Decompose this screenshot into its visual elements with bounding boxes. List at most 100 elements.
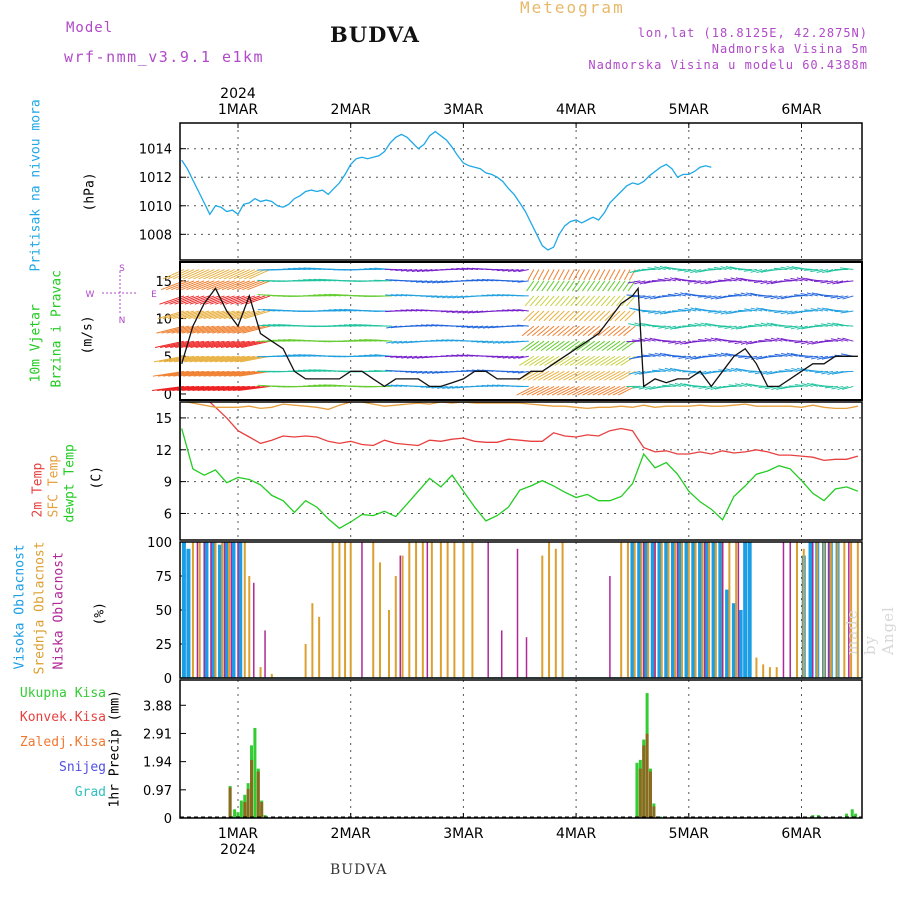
wind-arrow bbox=[188, 370, 220, 377]
wind-arrow bbox=[395, 294, 408, 297]
precip-conv-bar bbox=[243, 802, 247, 818]
wind-arrow bbox=[576, 340, 590, 352]
cloud-mid-bar bbox=[755, 657, 758, 678]
wind-arrow bbox=[245, 295, 271, 305]
y-tick-label: 0 bbox=[164, 388, 172, 403]
wind-arrow bbox=[531, 385, 550, 396]
wind-arrow bbox=[581, 280, 591, 292]
wind-arrow bbox=[692, 385, 707, 388]
cloud-mid-bar bbox=[640, 542, 643, 678]
cloud-mid-bar bbox=[856, 542, 859, 678]
wind-arrow bbox=[587, 280, 596, 292]
wind-arrow bbox=[564, 355, 580, 366]
wind-arrow bbox=[516, 340, 529, 343]
wind-arrow bbox=[535, 340, 550, 352]
wind-arrow bbox=[634, 370, 646, 375]
wind-arrow bbox=[753, 385, 768, 387]
wind-arrow bbox=[190, 340, 220, 348]
temp-lines bbox=[181, 402, 859, 530]
wind-arrow bbox=[658, 368, 671, 372]
wind-arrow bbox=[210, 340, 240, 348]
time-tick-label-bottom: 6MAR bbox=[781, 826, 822, 842]
wind-arrow bbox=[237, 280, 261, 291]
wind-arrow bbox=[600, 355, 616, 366]
wind-arrow bbox=[233, 370, 266, 377]
cloud-mid-bar bbox=[338, 542, 341, 678]
wind-arrow bbox=[171, 325, 200, 334]
wind-arrow bbox=[390, 294, 403, 297]
wind-arrow bbox=[614, 370, 631, 381]
wind-arrow bbox=[160, 340, 190, 348]
wind-arrow bbox=[184, 355, 215, 363]
wind-arrow bbox=[730, 367, 742, 372]
wind-arrow bbox=[722, 295, 737, 298]
temp-dewpt-line bbox=[181, 428, 859, 530]
cloud-mid-bar bbox=[191, 542, 194, 678]
cloud-high-bar bbox=[224, 542, 229, 678]
wind-arrow bbox=[794, 340, 808, 344]
wind-arrow bbox=[743, 269, 758, 272]
wind-arrow bbox=[744, 308, 758, 312]
cloud-mid-bar bbox=[768, 667, 771, 678]
wind-arrow bbox=[771, 385, 783, 390]
time-tick-label-bottom: 3MAR bbox=[443, 826, 484, 842]
wind-arrow bbox=[486, 384, 499, 387]
wind-arrow bbox=[573, 310, 585, 322]
wind-arrow bbox=[568, 370, 585, 381]
wind-arrow bbox=[648, 353, 661, 357]
wind-arrow bbox=[461, 370, 474, 372]
wind-arrow bbox=[466, 325, 479, 329]
wind-arrow bbox=[519, 355, 535, 366]
wind-arrow bbox=[406, 355, 418, 359]
pressure-label: Pritisak na nivou mora bbox=[28, 99, 44, 272]
cloud-mid-bar bbox=[344, 542, 347, 678]
wind-arrow bbox=[814, 280, 829, 282]
panel-frame bbox=[179, 122, 863, 261]
wind-arrow bbox=[471, 340, 484, 343]
wind-arrow bbox=[213, 269, 235, 280]
wind-arrow bbox=[526, 385, 545, 396]
compass-w: W bbox=[86, 290, 95, 300]
wind-arrow bbox=[615, 355, 631, 366]
wind-arrow bbox=[572, 385, 590, 396]
wind-arrow bbox=[481, 294, 494, 297]
wind-arrow bbox=[206, 325, 235, 334]
wind-arrow bbox=[776, 337, 788, 342]
wind-arrow bbox=[501, 309, 514, 312]
cloud-mid-label: Srednja Oblacnost bbox=[32, 541, 48, 675]
wind-arrow bbox=[212, 325, 240, 334]
wind-arrow bbox=[183, 269, 205, 280]
wind-arrow bbox=[583, 370, 601, 381]
wind-arrow bbox=[698, 339, 712, 342]
wind-arrow bbox=[420, 324, 433, 327]
time-tick-label-top: 3MAR bbox=[443, 102, 484, 118]
wind-arrow bbox=[550, 340, 565, 352]
wind-arrow bbox=[750, 269, 763, 273]
year-label-top: 2024 bbox=[220, 86, 256, 102]
wind-arrow bbox=[534, 355, 550, 366]
wind-arrow bbox=[194, 355, 225, 363]
cloud-mid-bar bbox=[823, 542, 826, 678]
cloud-mid-bar bbox=[836, 542, 839, 678]
wind-arrow bbox=[162, 310, 190, 320]
wind-arrow bbox=[170, 340, 200, 348]
wind-arrow bbox=[201, 325, 230, 334]
wind-arrow bbox=[791, 367, 803, 372]
wind-arrow bbox=[242, 280, 266, 291]
wind-arrow bbox=[613, 269, 621, 281]
wind-arrow bbox=[212, 385, 245, 391]
wind-arrow bbox=[523, 310, 535, 322]
wind-arrow bbox=[177, 269, 200, 280]
wind-arrow bbox=[513, 269, 524, 273]
wind-arrow bbox=[618, 325, 631, 337]
cloud-high-bar bbox=[211, 542, 216, 678]
cloud-mid-bar bbox=[415, 542, 418, 678]
wind-arrow bbox=[206, 280, 230, 291]
wind-arrow bbox=[446, 310, 458, 313]
wind-arrow bbox=[391, 340, 403, 344]
wind-arrow bbox=[562, 385, 580, 396]
cloud-high-bar bbox=[637, 542, 642, 678]
cloud-low-bar bbox=[253, 582, 255, 678]
wind-arrow bbox=[654, 310, 666, 315]
